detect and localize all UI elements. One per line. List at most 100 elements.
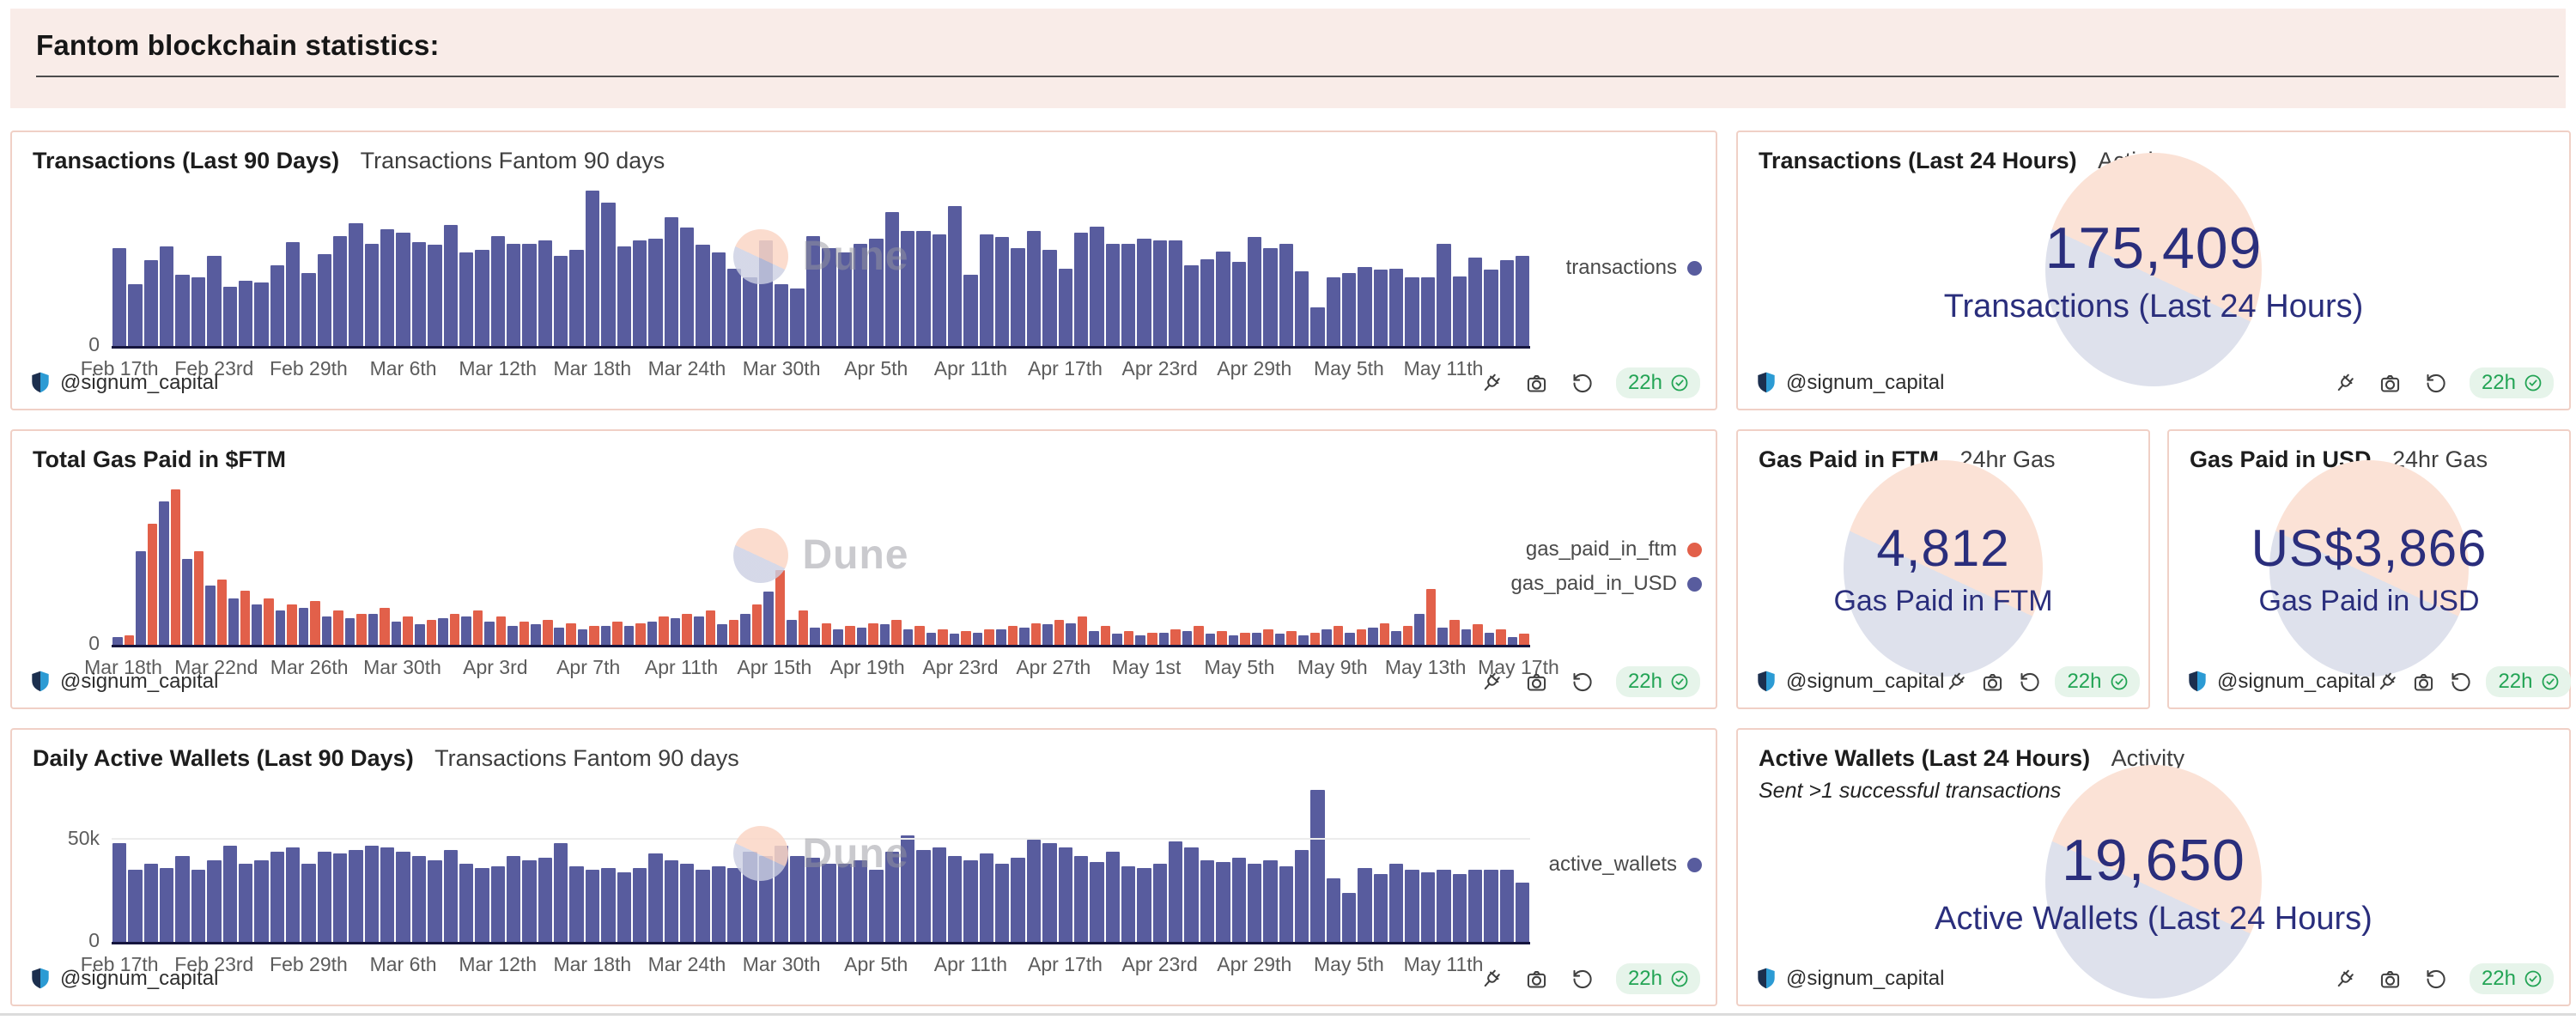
fork-icon[interactable] (2375, 671, 2398, 694)
bar-group (1215, 788, 1230, 942)
bar-gas_paid_in_ftm (1449, 620, 1460, 645)
bar-group (972, 489, 995, 645)
bar-group (1247, 191, 1262, 346)
bar-transactions (648, 239, 663, 346)
refresh-age-badge[interactable]: 22h (2469, 963, 2554, 994)
bar-group (774, 788, 789, 942)
fork-icon[interactable] (1479, 671, 1503, 694)
author-link[interactable]: @signum_capital (29, 670, 218, 694)
camera-icon[interactable] (1525, 372, 1548, 395)
bar-group (285, 191, 301, 346)
bar-group (1279, 788, 1294, 942)
bar-group (1294, 191, 1309, 346)
bar-group (490, 788, 506, 942)
bar-active_wallets (696, 870, 710, 942)
bar-group (1483, 788, 1498, 942)
refresh-icon[interactable] (1571, 372, 1594, 395)
refresh-age-badge[interactable]: 22h (2486, 666, 2571, 697)
legend-item-gas-ftm[interactable]: gas_paid_in_ftm (1526, 537, 1702, 562)
author-link[interactable]: @signum_capital (1755, 371, 1944, 395)
legend-label: active_wallets (1548, 853, 1677, 876)
bar-group (670, 489, 693, 645)
bar-transactions (617, 246, 631, 346)
bar-gas_paid_in_USD (1414, 613, 1425, 645)
bar-gas_paid_in_ftm (403, 616, 414, 645)
camera-icon[interactable] (1525, 968, 1548, 991)
refresh-icon[interactable] (2424, 372, 2447, 395)
bar-transactions (490, 235, 505, 346)
bar-active_wallets (1484, 870, 1498, 942)
bar-group (348, 191, 363, 346)
bar-group (1111, 489, 1134, 645)
fork-icon[interactable] (2333, 968, 2356, 991)
author-link[interactable]: @signum_capital (29, 967, 218, 991)
bar-group (679, 191, 695, 346)
bar-active_wallets (1216, 861, 1230, 942)
bar-group (1152, 191, 1168, 346)
author-link[interactable]: @signum_capital (1755, 967, 1944, 991)
bar-gas_paid_in_ftm (1170, 628, 1181, 645)
age-text: 22h (2067, 670, 2102, 693)
refresh-icon[interactable] (2018, 671, 2041, 694)
legend-item-active-wallets[interactable]: active_wallets (1549, 853, 1702, 877)
panel-footer: @signum_capital 22h (29, 367, 1700, 398)
camera-icon[interactable] (2379, 372, 2402, 395)
panel-footer: @signum_capital 22h (2186, 666, 2571, 697)
refresh-age-badge[interactable]: 22h (2055, 666, 2140, 697)
bar-group (395, 788, 410, 942)
bar-transactions (664, 216, 678, 346)
bar-group (1058, 191, 1073, 346)
bar-gas_paid_in_ftm (1054, 620, 1065, 645)
x-tick-label: Apr 3rd (463, 656, 528, 678)
bar-group (926, 489, 949, 645)
bar-transactions (1467, 257, 1483, 346)
refresh-age-badge[interactable]: 22h (1615, 367, 1700, 398)
fork-icon[interactable] (1479, 968, 1503, 991)
bar-group (1467, 788, 1483, 942)
x-tick-label: Apr 5th (844, 953, 908, 975)
refresh-icon[interactable] (2449, 671, 2472, 694)
refresh-icon[interactable] (2424, 968, 2447, 991)
x-tick-label: Feb 29th (270, 953, 348, 975)
refresh-icon[interactable] (1571, 671, 1594, 694)
bar-transactions (775, 283, 789, 346)
author-link[interactable]: @signum_capital (1755, 670, 1944, 694)
bar-group (716, 489, 739, 645)
bar-group (695, 788, 710, 942)
bar-group (1042, 191, 1057, 346)
bar-group (411, 191, 427, 346)
bar-active_wallets (1373, 874, 1388, 942)
bar-group (786, 489, 809, 645)
author-link[interactable]: @signum_capital (2186, 670, 2375, 694)
bar-group (1134, 489, 1157, 645)
author-link[interactable]: @signum_capital (29, 371, 218, 395)
author-handle: @signum_capital (1786, 967, 1945, 990)
panel-subtitle: Transactions Fantom 90 days (360, 148, 665, 173)
bar-group (900, 788, 915, 942)
fork-icon[interactable] (1479, 372, 1503, 395)
bar-group (994, 788, 1010, 942)
fork-icon[interactable] (2333, 372, 2356, 395)
bar-gas_paid_in_USD (554, 628, 565, 645)
legend-item-gas-usd[interactable]: gas_paid_in_USD (1511, 572, 1702, 596)
bar-group (553, 489, 576, 645)
bar-group (411, 788, 427, 942)
refresh-age-badge[interactable]: 22h (2469, 367, 2554, 398)
bar-group (1215, 191, 1230, 346)
x-tick-label: Mar 12th (459, 357, 538, 379)
x-tick-label: Apr 11th (644, 656, 719, 678)
fork-icon[interactable] (1944, 671, 1967, 694)
bar-gas_paid_in_ftm (1333, 626, 1344, 645)
bar-group (647, 489, 670, 645)
refresh-age-badge[interactable]: 22h (1615, 666, 1700, 697)
bar-gas_paid_in_ftm (798, 610, 809, 645)
bars-container (112, 191, 1530, 346)
camera-icon[interactable] (2379, 968, 2402, 991)
refresh-age-badge[interactable]: 22h (1615, 963, 1700, 994)
refresh-icon[interactable] (1571, 968, 1594, 991)
camera-icon[interactable] (2412, 671, 2435, 694)
legend-label: gas_paid_in_ftm (1525, 537, 1677, 561)
camera-icon[interactable] (1981, 671, 2004, 694)
legend-item-transactions[interactable]: transactions (1566, 256, 1702, 280)
camera-icon[interactable] (1525, 671, 1548, 694)
